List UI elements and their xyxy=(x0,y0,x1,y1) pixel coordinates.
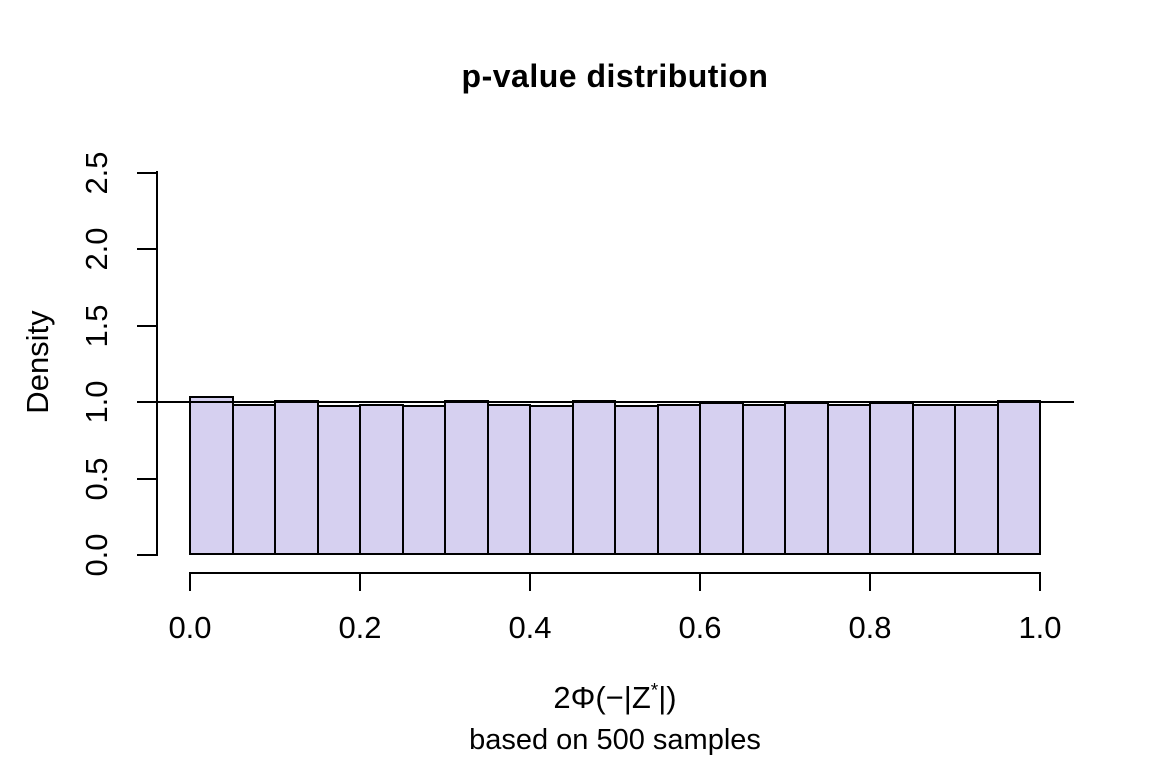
y-tick-label: 0.5 xyxy=(79,456,114,501)
y-tick-mark xyxy=(137,324,157,327)
chart-title: p-value distribution xyxy=(461,58,769,94)
x-tick-label: 0.6 xyxy=(678,610,722,645)
x-tick-mark xyxy=(359,572,361,591)
histogram-bar xyxy=(486,403,531,555)
histogram-bar xyxy=(444,400,489,555)
histogram-bar xyxy=(656,403,701,555)
histogram-bar xyxy=(231,403,276,555)
x-axis-line xyxy=(189,572,1041,574)
x-axis-label: 2Φ(−|Z*|) xyxy=(190,680,1040,716)
histogram-bar xyxy=(614,405,659,555)
x-tick-mark xyxy=(699,572,701,591)
x-tick-mark xyxy=(1039,572,1041,591)
histogram-bar xyxy=(316,405,361,555)
histogram-bar xyxy=(826,403,871,555)
x-tick-mark xyxy=(529,572,531,591)
histogram-bar xyxy=(571,400,616,555)
y-tick-mark xyxy=(137,554,157,556)
y-tick-label: 1.5 xyxy=(79,303,114,348)
y-tick-label: 0.0 xyxy=(79,533,114,577)
x-axis-sublabel: based on 500 samples xyxy=(469,724,761,756)
histogram-bar xyxy=(996,400,1041,555)
y-tick-mark xyxy=(137,401,157,403)
x-tick-label: 0.2 xyxy=(338,610,382,645)
x-tick-mark xyxy=(189,572,191,591)
histogram-bar xyxy=(869,402,914,555)
histogram-bar xyxy=(189,395,234,555)
histogram-bar xyxy=(784,402,829,555)
y-axis-label: Density xyxy=(20,310,55,414)
histogram-bar xyxy=(954,403,999,555)
histogram-bar xyxy=(699,402,744,555)
y-tick-label: 1.0 xyxy=(79,380,114,424)
histogram-bar xyxy=(741,403,786,555)
histogram-bar xyxy=(359,403,404,555)
x-axis-label-superscript: * xyxy=(650,680,659,702)
histogram-bar xyxy=(274,400,319,555)
y-tick-mark xyxy=(137,248,157,250)
x-tick-label: 0.8 xyxy=(848,610,892,645)
x-tick-label: 0.0 xyxy=(168,610,212,645)
x-tick-mark xyxy=(869,572,871,591)
x-axis-label-suffix: |) xyxy=(658,680,677,715)
histogram-bar xyxy=(911,403,956,555)
x-tick-label: 0.4 xyxy=(508,610,552,645)
y-axis-line xyxy=(156,171,158,556)
x-tick-label: 1.0 xyxy=(1018,610,1062,645)
histogram-bar xyxy=(401,405,446,555)
histogram-bar xyxy=(529,405,574,555)
y-tick-mark xyxy=(137,171,157,174)
reference-line xyxy=(156,401,1074,403)
y-tick-label: 2.0 xyxy=(79,227,114,271)
x-axis-label-prefix: 2Φ(−|Z xyxy=(553,680,651,715)
y-tick-label: 2.5 xyxy=(79,150,114,195)
y-tick-mark xyxy=(137,477,157,480)
